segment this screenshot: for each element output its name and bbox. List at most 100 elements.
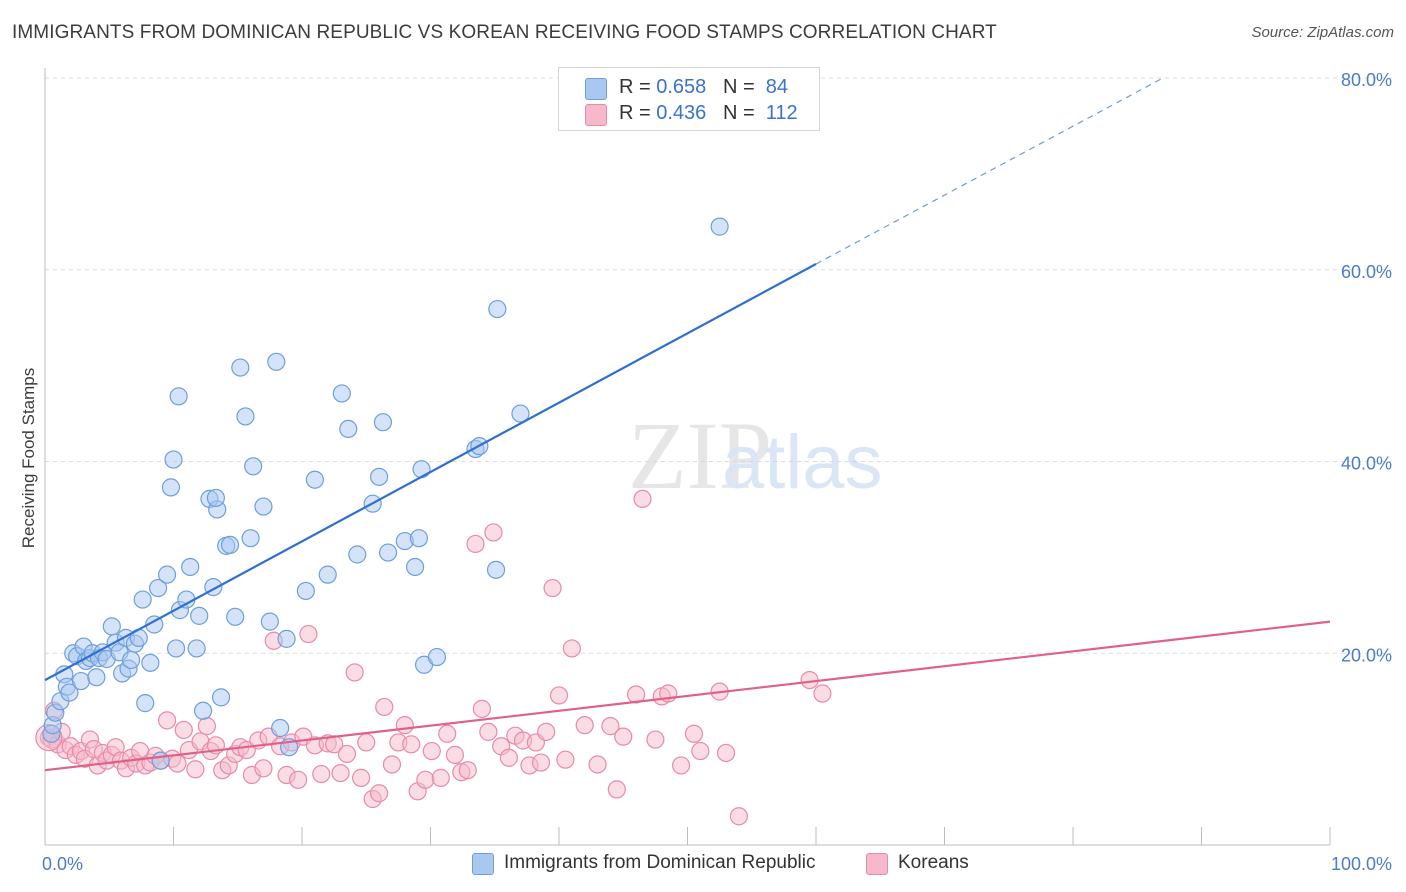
dominican-point [211,688,231,707]
y-tick-label: 20.0% [1341,645,1392,665]
watermark-atlas: atlas [722,420,883,505]
dominican-point [405,557,425,577]
korean-point [716,743,736,763]
korean-point [646,730,665,749]
legend-label-koreans: Koreans [898,852,969,873]
korean-point [312,764,331,784]
korean-point [289,770,308,789]
dominican-point [296,581,315,601]
korean-point [729,807,749,826]
korean-point [588,755,607,774]
korean-point [375,697,394,717]
dominican-point [267,352,286,371]
legend-swatch-pink [585,104,607,126]
dominican-point [148,578,168,598]
dominican-point [254,497,273,516]
dominican-points [42,217,729,770]
dominican-point [244,457,263,476]
dominican-point [488,299,507,319]
legend-n-value: 84 [765,76,789,98]
korean-point [684,724,704,743]
korean-point [543,578,562,598]
korean-point [458,761,477,780]
x-tick-label: 0.0% [42,854,83,874]
korean-point [556,750,575,769]
korean-point [331,763,350,783]
korean-point [299,624,318,644]
korean-point [337,744,357,764]
x-tick-label: 100.0% [1331,854,1392,874]
chart-source: Source: ZipAtlas.com [1251,24,1394,41]
dominican-point [164,450,183,469]
dominican-point [121,650,141,670]
dominican-point [271,718,290,738]
korean-point [395,716,414,735]
korean-point [174,720,193,740]
korean-point [499,748,518,767]
dominican-point [226,607,245,626]
dominican-point [102,617,121,636]
legend-swatch-blue [472,853,494,875]
korean-point [197,717,217,736]
korean-point [431,768,450,787]
dominican-point [169,387,188,406]
dominican-point [236,407,255,426]
dominican-point [370,467,389,486]
trend-lines [44,77,1331,772]
korean-point [345,663,364,682]
dominican-point [87,668,106,687]
korean-point [466,534,485,554]
y-tick-label: 80.0% [1341,70,1392,90]
dominican-point [190,606,209,625]
legend-r-label: R = [619,76,657,98]
dominican-point [231,358,250,377]
tick-labels: 20.0% 40.0% 60.0% 80.0% 0.0% 100.0% [42,70,1392,874]
dominican-point [412,460,431,479]
dominican-point [378,543,398,562]
korean-point [484,523,503,542]
dominican-point [151,751,170,770]
korean-point [422,741,441,761]
legend-n-label: N = [722,102,761,124]
korean-point [445,745,465,764]
legend-swatch-blue [585,78,607,100]
korean-point [479,722,498,741]
dominican-point [427,647,447,667]
dominican-point [157,565,177,584]
korean-point [357,733,376,752]
watermark-zip: ZIP [628,402,772,509]
dominican-point [277,629,296,648]
dominican-point [339,419,358,439]
dominican-point [348,545,367,564]
korean-point [352,768,371,787]
korean-point [438,724,457,743]
dominican-point [193,701,213,720]
dominican-point [511,404,530,423]
legend-r-label: R = [619,102,657,124]
dominican-point [161,478,181,497]
dominican-point [318,565,337,584]
dominican-point [187,639,206,658]
korean-point [607,780,626,799]
korean-trend-line [44,620,1331,772]
dominican-trend-extension [815,77,1164,265]
legend-r-value: 0.658 [656,76,707,98]
legend-n-value: 112 [765,102,798,124]
korean-point [671,756,691,775]
dominican-point [60,683,79,702]
dominican-point [141,653,160,672]
axes [44,68,1331,846]
y-tick-label: 40.0% [1341,454,1392,474]
dominican-point [332,384,351,403]
dominican-point [409,529,429,548]
korean-point [575,716,594,735]
korean-point [254,759,273,778]
dominican-point [206,488,226,508]
korean-point [472,699,491,718]
watermark: ZIP atlas [628,402,883,509]
korean-point [370,784,389,803]
dominican-point [305,470,324,489]
dominican-point [241,529,260,548]
legend-swatch-pink [866,853,888,875]
korean-point [537,722,556,741]
